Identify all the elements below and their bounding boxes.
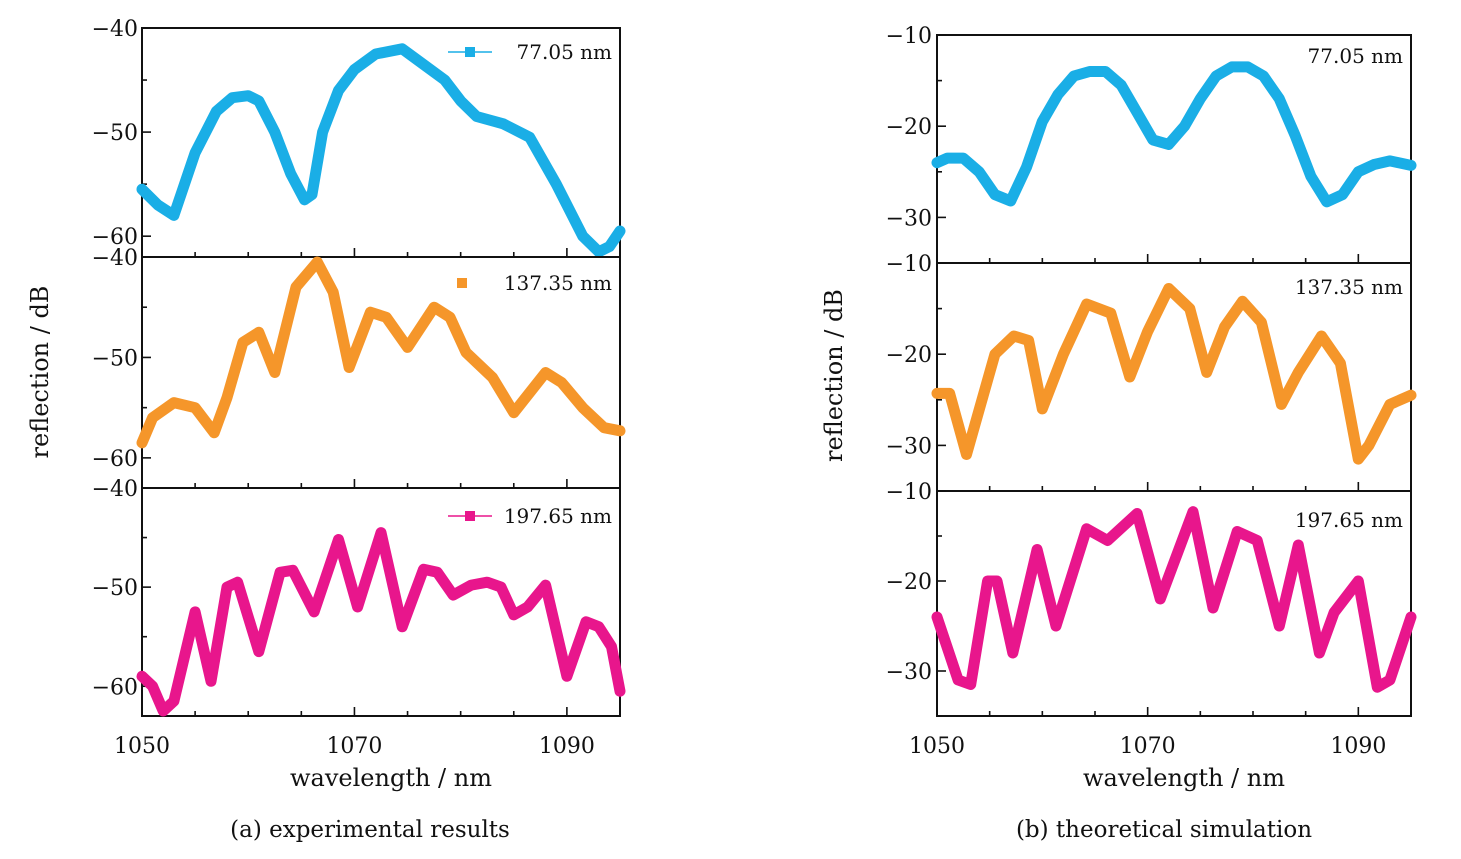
- panel-1: −40 −50 −60 77.05 nm: [92, 17, 626, 258]
- legend-entry: 137.35 nm: [457, 271, 612, 295]
- x-tick-label: 1090: [1330, 734, 1386, 759]
- y-tick-label: −50: [92, 576, 138, 601]
- y-tick-label: −40: [92, 17, 138, 42]
- panel-3: −40 −50 −60 197.65 nm: [92, 477, 626, 717]
- chart-caption: (b) theoretical simulation: [1016, 817, 1312, 843]
- legend-marker: [465, 47, 475, 57]
- legend-marker: [465, 511, 475, 521]
- legend-label: 77.05 nm: [517, 40, 612, 64]
- y-tick-label: −60: [92, 447, 138, 472]
- legend-label: 137.35 nm: [504, 271, 612, 295]
- y-tick-label: −20: [886, 570, 932, 595]
- panel-2: −40 −50 −60 137.35 nm: [92, 246, 626, 489]
- series-line: [136, 256, 626, 449]
- legend-entry: 77.05 nm: [1308, 44, 1403, 68]
- y-tick-label: −10: [886, 480, 932, 505]
- x-tick-label: 1090: [539, 734, 595, 759]
- series-line: [136, 527, 626, 717]
- chart-b: −10 −20 −30 77.05 nm −10 −20 −30 137.35 nm −10 −2…: [820, 24, 1417, 843]
- y-tick-label: −60: [92, 225, 138, 250]
- y-tick-label: −40: [92, 477, 138, 502]
- y-tick-label: −10: [886, 252, 932, 277]
- y-tick-label: −40: [92, 246, 138, 271]
- chart-a: −40 −50 −60 77.05 nm −40 −50 −60 137.35 nm −40 −5…: [26, 17, 626, 843]
- series-line: [136, 43, 626, 258]
- plot-frame: [936, 490, 1412, 717]
- y-tick-label: −20: [886, 343, 932, 368]
- x-tick-label: 1070: [326, 734, 382, 759]
- legend-label: 197.65 nm: [1295, 508, 1403, 532]
- legend-entry: 77.05 nm: [448, 40, 612, 64]
- plot-frame: [141, 487, 621, 717]
- panel-1: −10 −20 −30 77.05 nm: [886, 24, 1417, 264]
- legend-marker: [457, 278, 467, 288]
- y-axis-title: reflection / dB: [820, 289, 848, 462]
- y-tick-label: −30: [886, 434, 932, 459]
- plot-frame: [936, 34, 1412, 264]
- series-line: [931, 61, 1417, 208]
- legend-label: 77.05 nm: [1308, 44, 1403, 68]
- panel-3: −10 −20 −30 197.65 nm: [886, 480, 1417, 717]
- legend-label: 137.35 nm: [1295, 275, 1403, 299]
- y-tick-label: −20: [886, 115, 932, 140]
- y-tick-label: −50: [92, 121, 138, 146]
- legend-entry: 197.65 nm: [448, 504, 612, 528]
- x-tick-label: 1050: [114, 734, 170, 759]
- x-tick-label: 1070: [1120, 734, 1176, 759]
- legend-entry: 197.65 nm: [1295, 508, 1403, 532]
- y-tick-label: −60: [92, 675, 138, 700]
- y-tick-label: −30: [886, 206, 932, 231]
- panel-2: −10 −20 −30 137.35 nm: [886, 252, 1417, 492]
- x-axis-title: wavelength / nm: [290, 764, 492, 792]
- x-axis-title: wavelength / nm: [1083, 764, 1285, 792]
- y-tick-label: −30: [886, 660, 932, 685]
- y-tick-label: −50: [92, 346, 138, 371]
- y-axis-title: reflection / dB: [26, 286, 54, 459]
- y-tick-label: −10: [886, 24, 932, 49]
- series-line: [931, 506, 1417, 693]
- series-line: [931, 283, 1417, 465]
- chart-caption: (a) experimental results: [230, 817, 510, 843]
- x-tick-label: 1050: [909, 734, 965, 759]
- legend-entry: 137.35 nm: [1295, 275, 1403, 299]
- legend-label: 197.65 nm: [504, 504, 612, 528]
